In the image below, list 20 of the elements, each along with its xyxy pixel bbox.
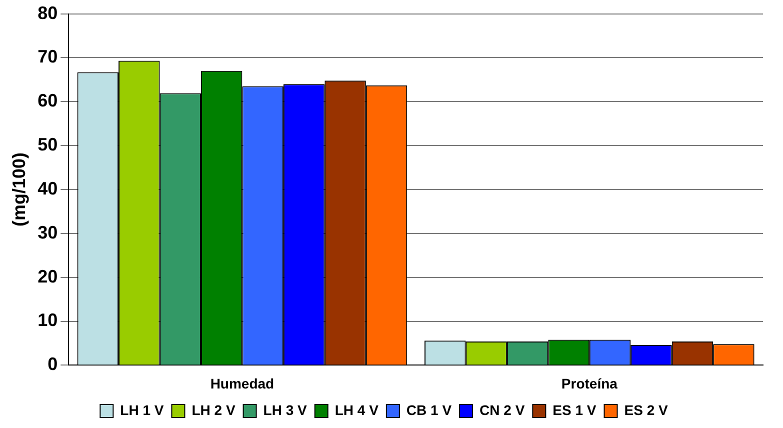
y-tick-label: 40 xyxy=(38,178,58,198)
legend-label: LH 4 V xyxy=(334,402,380,418)
legend-label: CB 1 V xyxy=(406,402,452,418)
y-tick-label: 0 xyxy=(48,354,58,374)
y-tick-label: 70 xyxy=(38,46,58,67)
y-tick-label: 10 xyxy=(38,310,58,330)
y-tick-label: 30 xyxy=(38,222,58,242)
y-tick-label: 20 xyxy=(38,266,58,286)
legend-label: ES 1 V xyxy=(552,402,597,418)
y-tick-label: 80 xyxy=(38,2,58,23)
x-tick-label: Proteína xyxy=(561,375,618,392)
legend-label: LH 3 V xyxy=(263,402,308,418)
x-tick-label: Humedad xyxy=(210,375,274,392)
y-axis-title: (mg/100) xyxy=(8,152,29,227)
legend-label: LH 1 V xyxy=(120,402,164,418)
legend-label: CN 2 V xyxy=(480,402,526,418)
legend-label: LH 2 V xyxy=(192,402,236,418)
y-tick-label: 50 xyxy=(38,134,58,155)
legend-label: ES 2 V xyxy=(624,402,668,418)
y-tick-label: 60 xyxy=(38,90,58,111)
